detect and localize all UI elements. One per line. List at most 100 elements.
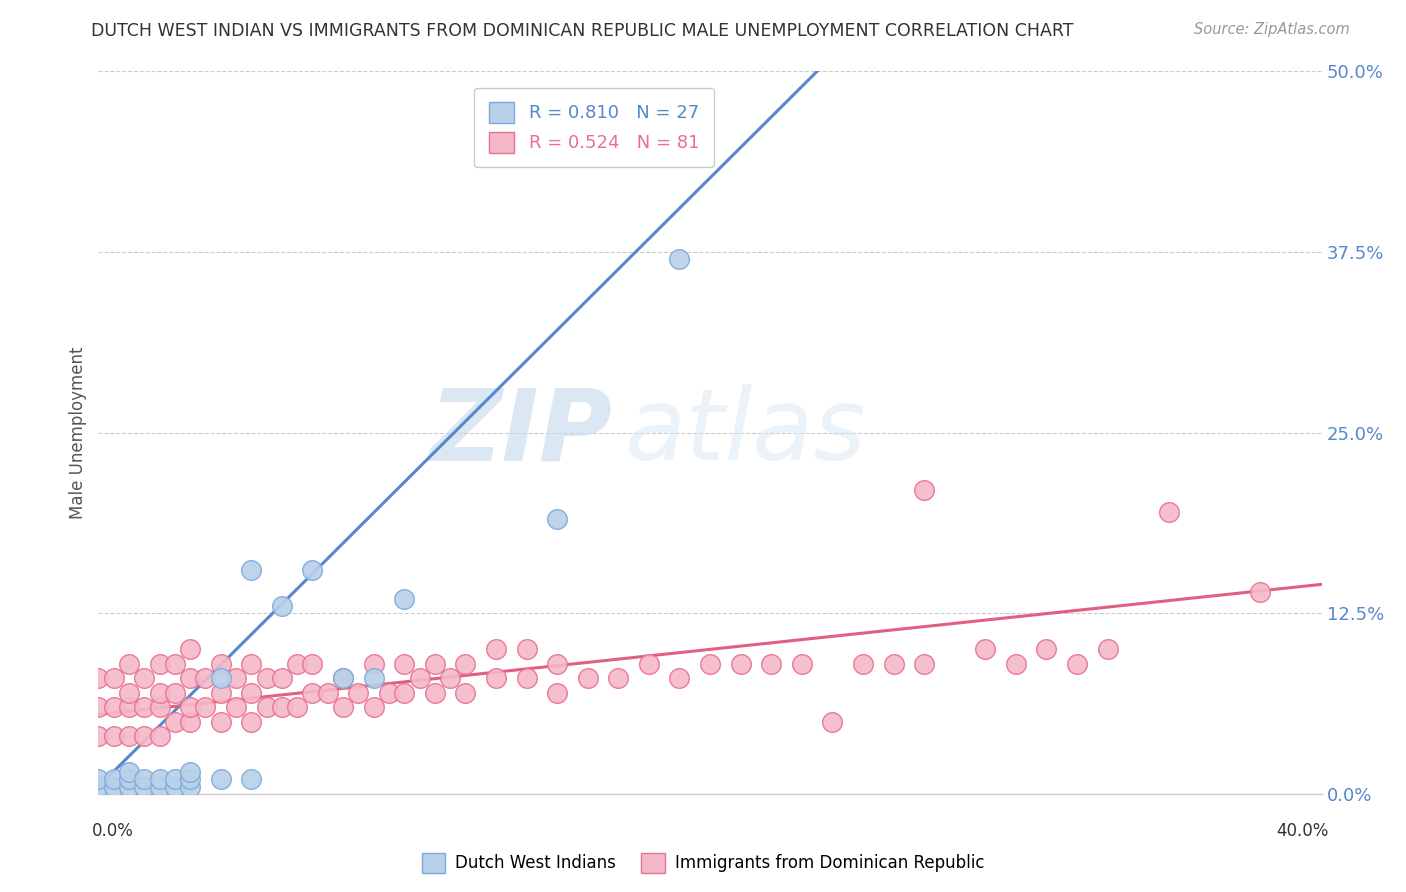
Point [163, 772, 186, 787]
Text: DUTCH WEST INDIAN VS IMMIGRANTS FROM DOMINICAN REPUBLIC MALE UNEMPLOYMENT CORREL: DUTCH WEST INDIAN VS IMMIGRANTS FROM DOM… [91, 22, 1074, 40]
Point [103, 772, 125, 787]
Point [134, 700, 156, 714]
Point [134, 729, 156, 743]
Point [347, 686, 370, 700]
Point [759, 657, 782, 671]
Point [637, 657, 661, 671]
Point [912, 657, 935, 671]
Point [546, 512, 568, 526]
Point [179, 700, 201, 714]
Text: Source: ZipAtlas.com: Source: ZipAtlas.com [1194, 22, 1350, 37]
Text: atlas: atlas [624, 384, 866, 481]
Point [790, 657, 813, 671]
Point [1004, 657, 1026, 671]
Point [423, 686, 446, 700]
Point [103, 780, 125, 794]
Point [1035, 642, 1057, 657]
Point [209, 772, 232, 787]
Point [240, 686, 263, 700]
Point [149, 657, 172, 671]
Point [485, 671, 508, 685]
Point [87, 700, 110, 714]
Point [883, 657, 905, 671]
Point [1097, 642, 1119, 657]
Point [87, 780, 110, 794]
Point [363, 700, 385, 714]
Y-axis label: Male Unemployment: Male Unemployment [69, 346, 87, 519]
Point [668, 671, 690, 685]
Point [209, 714, 232, 729]
Point [240, 714, 263, 729]
Point [270, 700, 292, 714]
Point [1249, 584, 1271, 599]
Point [270, 671, 292, 685]
Point [179, 642, 201, 657]
Point [332, 671, 354, 685]
Point [699, 657, 721, 671]
Point [134, 671, 156, 685]
Point [516, 642, 538, 657]
Point [209, 686, 232, 700]
Point [134, 772, 156, 787]
Point [118, 772, 141, 787]
Point [1066, 657, 1088, 671]
Point [163, 657, 186, 671]
Point [163, 780, 186, 794]
Point [134, 780, 156, 794]
Point [668, 252, 690, 267]
Point [454, 686, 477, 700]
Point [179, 772, 201, 787]
Point [179, 765, 201, 780]
Point [363, 657, 385, 671]
Point [149, 729, 172, 743]
Point [209, 671, 232, 685]
Point [179, 671, 201, 685]
Point [423, 657, 446, 671]
Point [240, 563, 263, 577]
Point [332, 671, 354, 685]
Point [87, 772, 110, 787]
Point [118, 686, 141, 700]
Text: 40.0%: 40.0% [1277, 822, 1329, 840]
Point [149, 780, 172, 794]
Point [392, 686, 416, 700]
Point [392, 657, 416, 671]
Text: ZIP: ZIP [429, 384, 612, 481]
Point [240, 772, 263, 787]
Legend: R = 0.810   N = 27, R = 0.524   N = 81: R = 0.810 N = 27, R = 0.524 N = 81 [474, 87, 713, 167]
Point [163, 714, 186, 729]
Point [852, 657, 875, 671]
Point [149, 700, 172, 714]
Point [256, 700, 278, 714]
Point [607, 671, 630, 685]
Point [912, 483, 935, 498]
Point [179, 714, 201, 729]
Point [118, 657, 141, 671]
Point [454, 657, 477, 671]
Point [285, 657, 308, 671]
Point [378, 686, 401, 700]
Point [439, 671, 461, 685]
Point [270, 599, 292, 613]
Point [103, 671, 125, 685]
Point [149, 686, 172, 700]
Point [179, 780, 201, 794]
Point [103, 729, 125, 743]
Point [546, 686, 568, 700]
Point [730, 657, 752, 671]
Point [285, 700, 308, 714]
Point [301, 657, 323, 671]
Point [225, 671, 247, 685]
Point [256, 671, 278, 685]
Point [118, 700, 141, 714]
Point [516, 671, 538, 685]
Point [576, 671, 599, 685]
Point [240, 657, 263, 671]
Point [209, 657, 232, 671]
Point [103, 700, 125, 714]
Point [974, 642, 997, 657]
Legend: Dutch West Indians, Immigrants from Dominican Republic: Dutch West Indians, Immigrants from Domi… [415, 847, 991, 880]
Point [821, 714, 844, 729]
Point [118, 765, 141, 780]
Point [332, 700, 354, 714]
